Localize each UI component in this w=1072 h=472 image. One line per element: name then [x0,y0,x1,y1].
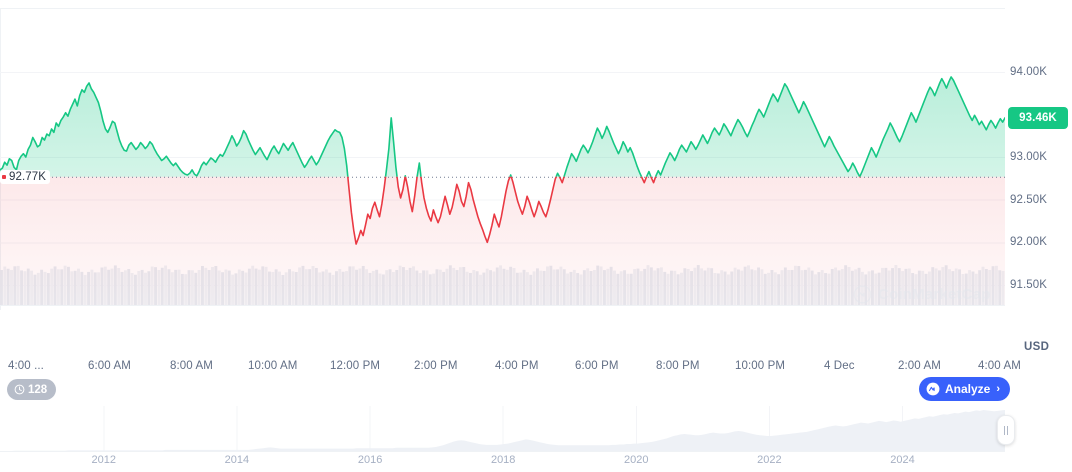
x-axis-tick: 10:00 AM [248,360,298,372]
navigator-x-axis: 2012 2014 2016 2018 2020 2022 2024 [0,454,1005,472]
price-plot-area[interactable]: CoinMarketCap [0,0,1005,310]
x-axis-tick: 8:00 PM [656,360,700,372]
clock-icon [14,384,25,395]
y-axis-tick: 94.00K [1010,65,1048,78]
reference-price-dot [2,174,6,179]
navigator-x-tick: 2024 [890,454,915,466]
x-axis-tick: 4:00 ... [8,360,44,372]
navigator-x-tick: 2018 [490,454,516,466]
x-axis-tick: 12:00 PM [330,360,381,372]
interval-badge-label: 128 [28,383,48,396]
analyze-button[interactable]: Analyze › [919,377,1011,401]
x-axis-tick: 2:00 PM [414,360,458,372]
x-axis-tick: 4 Dec [824,360,855,372]
chevron-right-icon: › [996,383,1001,395]
price-plot-svg [0,8,1005,310]
x-axis-tick: 2:00 AM [898,360,941,372]
price-line [0,76,1005,245]
navigator-x-tick: 2012 [91,454,117,466]
y-axis-tick: 92.00K [1010,236,1048,249]
x-axis-tick: 6:00 AM [88,360,131,372]
reference-price-value: 92.77K [9,170,47,183]
interval-badge[interactable]: 128 [7,379,57,400]
currency-label: USD [1024,341,1050,353]
x-axis: 4:00 ... 6:00 AM 8:00 AM 10:00 AM 12:00 PM 2:… [0,360,1021,378]
reference-price-label: 92.77K [0,169,51,184]
range-navigator[interactable]: 2012 2014 2016 2018 2020 2022 2024 [0,406,1005,470]
x-axis-tick: 8:00 AM [170,360,213,372]
navigator-area [0,410,1005,452]
price-area-fill [0,76,1005,305]
y-axis: 94.00K 93.00K 92.50K 92.00K 91.50K 93.46K US… [1008,0,1072,356]
navigator-x-tick: 2022 [757,454,782,466]
y-axis-tick: 92.50K [1010,193,1048,206]
x-axis-tick: 4:00 AM [978,360,1021,372]
navigator-x-tick: 2014 [224,454,250,466]
cmc-logo-icon [926,382,940,396]
x-axis-tick: 4:00 PM [495,360,539,372]
x-axis-tick: 10:00 PM [735,360,786,372]
navigator-x-tick: 2020 [624,454,649,466]
x-axis-tick: 6:00 PM [575,360,619,372]
main-price-chart[interactable]: CoinMarketCap 92.77K 94.00K 93.00K 92.50K 9… [0,0,1072,401]
current-price-badge: 93.46K [1008,106,1068,129]
navigator-svg [0,406,1005,452]
analyze-button-label: Analyze [945,382,991,396]
navigator-x-tick: 2016 [357,454,383,466]
y-axis-tick: 93.00K [1010,151,1048,164]
navigator-right-handle[interactable] [997,415,1015,445]
y-axis-tick: 91.50K [1010,278,1048,291]
